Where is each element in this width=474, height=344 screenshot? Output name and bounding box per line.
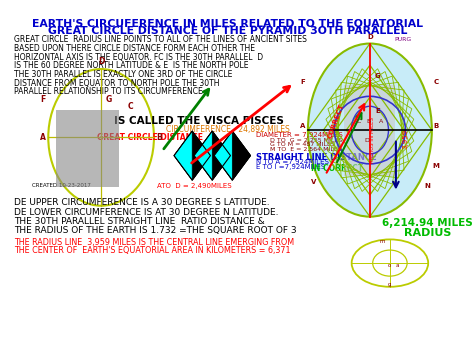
Text: B: B bbox=[434, 123, 439, 129]
Text: THE 30TH PARALLEL STRAIGHT LINE  RATIO DISTANCE &: THE 30TH PARALLEL STRAIGHT LINE RATIO DI… bbox=[14, 217, 264, 226]
Text: 6,214.94 MILES: 6,214.94 MILES bbox=[382, 218, 473, 228]
Text: HORIZONTAL AXIS IS THE EQUATOR. FC IS THE 30TH PARALLEL  D: HORIZONTAL AXIS IS THE EQUATOR. FC IS TH… bbox=[14, 53, 263, 62]
Text: C: C bbox=[128, 102, 133, 111]
Text: GREAT CIRCLE DISTANCE OF THE PYRAMID 3OTH PARALLEL: GREAT CIRCLE DISTANCE OF THE PYRAMID 3OT… bbox=[48, 26, 408, 36]
Text: RADIUS IN MILES: RADIUS IN MILES bbox=[371, 118, 375, 163]
Polygon shape bbox=[345, 85, 395, 176]
Text: STRAIGHT LINE DISTANCE: STRAIGHT LINE DISTANCE bbox=[256, 153, 377, 162]
Text: g: g bbox=[388, 281, 392, 287]
Text: F: F bbox=[301, 79, 305, 86]
Text: D TO  G = 2,255 MILES: D TO G = 2,255 MILES bbox=[270, 137, 342, 142]
Text: E TO I =7,924MILES: E TO I =7,924MILES bbox=[256, 164, 325, 170]
Text: B: B bbox=[366, 119, 371, 124]
Polygon shape bbox=[214, 131, 232, 180]
Text: IS CALLED THE VISCA PISCES: IS CALLED THE VISCA PISCES bbox=[114, 116, 283, 127]
Polygon shape bbox=[212, 131, 230, 180]
Text: DE LOWER CIRCUMFERENCE IS AT 30 DEGREE N LATITUDE.: DE LOWER CIRCUMFERENCE IS AT 30 DEGREE N… bbox=[14, 207, 278, 216]
Text: IS THE 60 DEGREE NORTH LATITUDE & E  IS THE NORTH POLE: IS THE 60 DEGREE NORTH LATITUDE & E IS T… bbox=[14, 61, 248, 70]
Text: B: B bbox=[156, 133, 162, 142]
Polygon shape bbox=[232, 131, 251, 180]
Text: D: D bbox=[367, 34, 373, 40]
Text: CIRCUMFERENCE - 24,892 MILES: CIRCUMFERENCE - 24,892 MILES bbox=[166, 125, 290, 133]
Text: BASED UPON THERE CIRCLE DISTANCE FORM EACH OTHER THE: BASED UPON THERE CIRCLE DISTANCE FORM EA… bbox=[14, 44, 255, 53]
Text: G: G bbox=[374, 73, 380, 79]
Text: N: N bbox=[425, 183, 430, 189]
Text: THE RADIUS LINE  3,959 MILES IS THE CENTRAL LINE EMERGING FROM: THE RADIUS LINE 3,959 MILES IS THE CENTR… bbox=[14, 238, 294, 247]
Text: PARALLEL RELATIONSHIP TO ITS CIRCUMFERENCE: PARALLEL RELATIONSHIP TO ITS CIRCUMFEREN… bbox=[14, 87, 202, 96]
Text: 3,959: 3,959 bbox=[403, 129, 409, 149]
Text: A: A bbox=[379, 119, 383, 124]
Text: A: A bbox=[300, 123, 305, 129]
Polygon shape bbox=[194, 155, 230, 180]
Polygon shape bbox=[192, 131, 210, 180]
Text: F: F bbox=[40, 95, 46, 104]
Text: G TO M = 487 MILES: G TO M = 487 MILES bbox=[270, 142, 334, 147]
Polygon shape bbox=[214, 131, 251, 155]
Text: o: o bbox=[388, 264, 392, 268]
Text: DIAMETER = 7,924MILES: DIAMETER = 7,924MILES bbox=[256, 132, 343, 138]
Text: PURG: PURG bbox=[395, 37, 412, 42]
Ellipse shape bbox=[308, 44, 432, 217]
Text: D: D bbox=[365, 138, 369, 143]
Text: M: M bbox=[433, 163, 439, 170]
Text: GREAT CIRCLE  RADIUS LINE POINTS TO ALL OF THE LINES OF ANCIENT SITES: GREAT CIRCLE RADIUS LINE POINTS TO ALL O… bbox=[14, 35, 307, 44]
Bar bbox=[55, 110, 119, 187]
Text: IN CORRECT: IN CORRECT bbox=[310, 164, 363, 173]
Text: M TO  E = 2,564 MILES: M TO E = 2,564 MILES bbox=[270, 147, 341, 151]
Text: C: C bbox=[434, 79, 439, 86]
Polygon shape bbox=[174, 131, 192, 180]
Text: GREAT CIRCLE DISTANCE: GREAT CIRCLE DISTANCE bbox=[97, 133, 203, 142]
Text: N TO A =7,924MILES: N TO A =7,924MILES bbox=[256, 159, 329, 165]
Polygon shape bbox=[194, 131, 230, 155]
Text: THE RADIUS OF THE EARTH IS 1.732 =THE SQUARE ROOT OF 3: THE RADIUS OF THE EARTH IS 1.732 =THE SQ… bbox=[14, 226, 296, 235]
Text: m: m bbox=[380, 239, 385, 244]
Text: THE CENTER OF  EARTH'S EQUATORIAL AREA IN KILOMETERS = 6,371: THE CENTER OF EARTH'S EQUATORIAL AREA IN… bbox=[14, 246, 290, 255]
Text: G: G bbox=[106, 95, 112, 104]
Text: DISTANCE FROM EQUATOR TO NORTH POLE THE 30TH: DISTANCE FROM EQUATOR TO NORTH POLE THE … bbox=[14, 79, 219, 88]
Polygon shape bbox=[174, 155, 210, 180]
Text: ATO  D = 2,490MILES: ATO D = 2,490MILES bbox=[157, 183, 231, 189]
Text: E: E bbox=[375, 108, 380, 114]
Text: C: C bbox=[356, 119, 361, 124]
Text: D: D bbox=[98, 57, 104, 66]
Text: EARTH'S CIRCUFERENCE IN MILES RELATED TO THE EQUATORIAL: EARTH'S CIRCUFERENCE IN MILES RELATED TO… bbox=[32, 18, 423, 28]
Text: RADIUS: RADIUS bbox=[403, 228, 451, 238]
Text: V: V bbox=[310, 179, 316, 185]
Polygon shape bbox=[194, 131, 212, 180]
Text: A: A bbox=[40, 133, 46, 142]
Polygon shape bbox=[214, 155, 251, 180]
Text: CORRECT: CORRECT bbox=[327, 103, 345, 140]
Text: THE 30TH PARALLEL IS EXACTLY ONE 3RD OF THE CIRCLE: THE 30TH PARALLEL IS EXACTLY ONE 3RD OF … bbox=[14, 70, 232, 79]
Text: a: a bbox=[395, 264, 399, 268]
Text: CREATED 10-23-2017: CREATED 10-23-2017 bbox=[33, 183, 91, 188]
Polygon shape bbox=[174, 131, 210, 155]
Text: DE UPPER CIRCUMFERENCE IS A 30 DEGREE S LATITUDE.: DE UPPER CIRCUMFERENCE IS A 30 DEGREE S … bbox=[14, 198, 269, 207]
